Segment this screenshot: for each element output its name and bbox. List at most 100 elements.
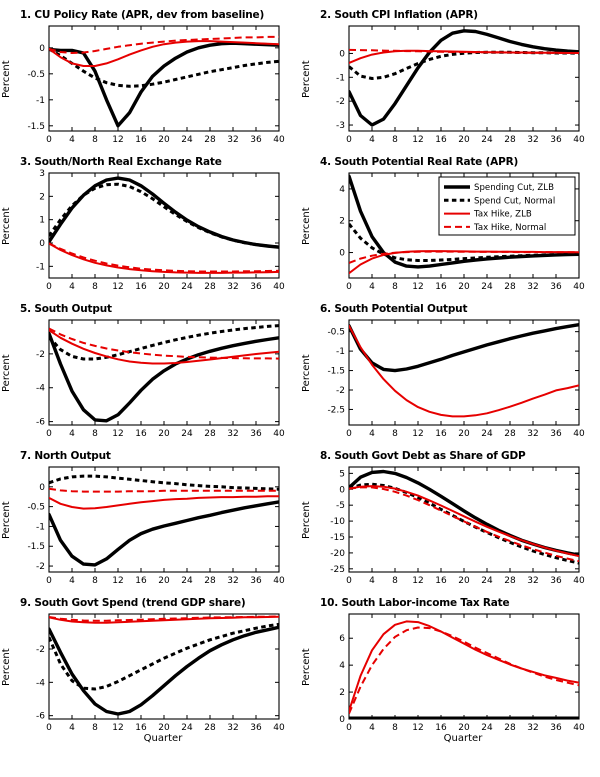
svg-text:32: 32 xyxy=(527,429,538,439)
svg-text:-1: -1 xyxy=(36,262,45,272)
svg-text:4: 4 xyxy=(369,429,375,439)
svg-text:24: 24 xyxy=(181,723,193,733)
svg-text:20: 20 xyxy=(158,429,170,439)
svg-text:20: 20 xyxy=(158,135,170,145)
chart-title-7: 7. North Output xyxy=(20,450,111,462)
svg-text:0: 0 xyxy=(46,429,52,439)
svg-text:32: 32 xyxy=(527,723,538,733)
svg-text:-1: -1 xyxy=(36,96,45,106)
svg-text:28: 28 xyxy=(204,135,216,145)
chart-panel-8: 8. South Govt Debt as Share of GDP Perce… xyxy=(300,449,600,592)
svg-text:-1.5: -1.5 xyxy=(27,542,45,552)
svg-text:2: 2 xyxy=(339,688,345,698)
y-axis-label-9: Percent xyxy=(1,648,12,686)
svg-text:-1: -1 xyxy=(336,73,345,83)
svg-text:0: 0 xyxy=(346,723,352,733)
svg-text:-4: -4 xyxy=(36,678,45,688)
svg-text:-2: -2 xyxy=(336,386,345,396)
svg-text:Tax Hike, Normal: Tax Hike, Normal xyxy=(473,223,546,233)
svg-text:32: 32 xyxy=(227,429,238,439)
svg-text:Tax Hike, ZLB: Tax Hike, ZLB xyxy=(473,210,532,220)
svg-text:40: 40 xyxy=(273,135,285,145)
y-axis-label-1: Percent xyxy=(1,60,12,98)
svg-text:4: 4 xyxy=(369,282,375,292)
svg-text:0: 0 xyxy=(339,249,345,259)
svg-text:-2: -2 xyxy=(336,97,345,107)
svg-text:36: 36 xyxy=(550,429,562,439)
svg-text:0: 0 xyxy=(46,135,52,145)
svg-text:-25: -25 xyxy=(330,565,345,575)
y-axis-label-8: Percent xyxy=(301,501,312,539)
chart-panel-1: 1. CU Policy Rate (APR, dev from baselin… xyxy=(0,8,300,151)
svg-text:8: 8 xyxy=(92,135,98,145)
svg-text:3: 3 xyxy=(39,169,45,179)
svg-text:-5: -5 xyxy=(336,501,345,511)
svg-text:-3: -3 xyxy=(336,121,345,131)
svg-text:28: 28 xyxy=(204,429,216,439)
chart-title-5: 5. South Output xyxy=(20,303,112,315)
svg-text:20: 20 xyxy=(158,576,170,586)
svg-text:16: 16 xyxy=(135,282,147,292)
svg-text:12: 12 xyxy=(412,576,423,586)
svg-text:32: 32 xyxy=(227,576,238,586)
svg-text:4: 4 xyxy=(69,576,75,586)
svg-text:32: 32 xyxy=(227,282,238,292)
svg-text:0: 0 xyxy=(46,576,52,586)
y-axis-label-3: Percent xyxy=(1,207,12,245)
svg-text:5: 5 xyxy=(339,469,345,479)
svg-text:-4: -4 xyxy=(36,384,45,394)
svg-text:16: 16 xyxy=(435,576,447,586)
svg-text:24: 24 xyxy=(181,429,193,439)
chart-plot-10: 0 4 8 12 16 20 24 28 32 36 40 6 4 2 0 xyxy=(313,609,585,739)
svg-text:8: 8 xyxy=(392,135,398,145)
svg-text:-1.5: -1.5 xyxy=(327,367,345,377)
svg-text:12: 12 xyxy=(412,282,423,292)
y-axis-label-6: Percent xyxy=(301,354,312,392)
svg-text:-1: -1 xyxy=(336,347,345,357)
svg-text:28: 28 xyxy=(504,135,516,145)
svg-text:40: 40 xyxy=(273,576,285,586)
svg-text:4: 4 xyxy=(339,661,345,671)
chart-panel-2: 2. South CPI Inflation (APR) Percent 0 4 8… xyxy=(300,8,600,151)
svg-text:24: 24 xyxy=(481,429,493,439)
svg-text:12: 12 xyxy=(112,576,123,586)
chart-panel-6: 6. South Potential Output Percent 0 4 8 12 1… xyxy=(300,302,600,445)
svg-text:40: 40 xyxy=(273,429,285,439)
svg-text:4: 4 xyxy=(369,723,375,733)
svg-text:36: 36 xyxy=(550,723,562,733)
svg-text:8: 8 xyxy=(392,723,398,733)
svg-text:8: 8 xyxy=(392,282,398,292)
svg-text:28: 28 xyxy=(504,723,516,733)
svg-text:8: 8 xyxy=(92,282,98,292)
svg-text:12: 12 xyxy=(112,429,123,439)
svg-text:0: 0 xyxy=(346,282,352,292)
svg-text:16: 16 xyxy=(435,135,447,145)
svg-text:-2: -2 xyxy=(36,562,45,572)
svg-text:4: 4 xyxy=(69,282,75,292)
svg-text:0: 0 xyxy=(46,723,52,733)
svg-text:12: 12 xyxy=(412,135,423,145)
svg-text:16: 16 xyxy=(135,135,147,145)
svg-text:40: 40 xyxy=(573,429,585,439)
svg-text:-2.5: -2.5 xyxy=(327,405,345,415)
svg-text:0: 0 xyxy=(339,715,345,725)
svg-text:0: 0 xyxy=(39,239,45,249)
svg-text:0: 0 xyxy=(346,135,352,145)
svg-text:-0.5: -0.5 xyxy=(27,503,45,513)
svg-text:28: 28 xyxy=(504,429,516,439)
svg-text:20: 20 xyxy=(458,576,470,586)
svg-text:24: 24 xyxy=(181,576,193,586)
svg-text:36: 36 xyxy=(250,282,262,292)
svg-text:28: 28 xyxy=(504,282,516,292)
svg-text:0: 0 xyxy=(339,485,345,495)
chart-panel-3: 3. South/North Real Exchange Rate Percen… xyxy=(0,155,300,298)
svg-text:32: 32 xyxy=(527,135,538,145)
chart-title-6: 6. South Potential Output xyxy=(320,303,468,315)
svg-text:-0.5: -0.5 xyxy=(27,70,45,80)
svg-text:0: 0 xyxy=(39,483,45,493)
svg-text:-20: -20 xyxy=(330,549,345,559)
svg-text:16: 16 xyxy=(135,576,147,586)
svg-text:16: 16 xyxy=(135,429,147,439)
svg-text:-2: -2 xyxy=(36,350,45,360)
chart-panel-5: 5. South Output Percent 0 4 8 12 16 20 24 28 32 3… xyxy=(0,302,300,445)
